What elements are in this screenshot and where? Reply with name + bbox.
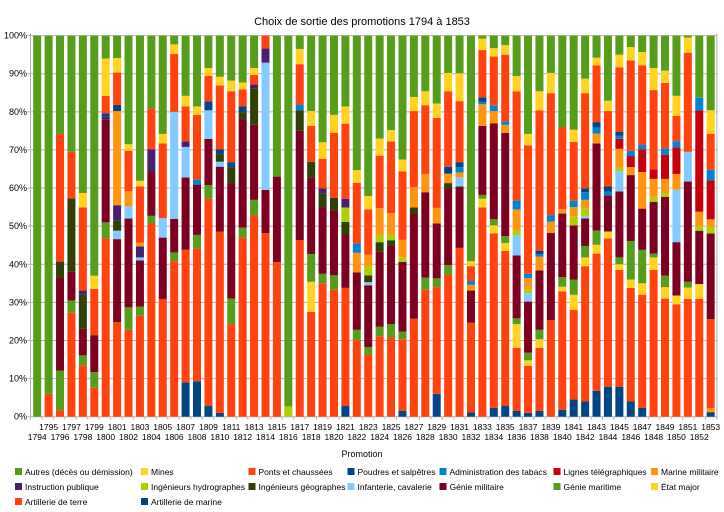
svg-text:1818: 1818 (302, 432, 321, 442)
svg-text:10%: 10% (9, 374, 27, 384)
svg-text:1803: 1803 (130, 422, 149, 432)
svg-text:1836: 1836 (507, 432, 526, 442)
svg-text:50%: 50% (9, 221, 27, 231)
svg-text:Artillerie de marine: Artillerie de marine (151, 497, 222, 507)
svg-text:Lignes télégraphiques: Lignes télégraphiques (564, 467, 647, 477)
svg-text:1849: 1849 (656, 422, 675, 432)
svg-text:1804: 1804 (142, 432, 161, 442)
svg-text:Marine militaire: Marine militaire (661, 467, 719, 477)
svg-text:1851: 1851 (678, 422, 697, 432)
svg-text:Poudres et salpêtres: Poudres et salpêtres (358, 467, 436, 477)
svg-text:1845: 1845 (610, 422, 629, 432)
svg-text:1850: 1850 (667, 432, 686, 442)
svg-text:1827: 1827 (404, 422, 423, 432)
svg-text:1806: 1806 (165, 432, 184, 442)
svg-text:1834: 1834 (484, 432, 503, 442)
svg-text:1809: 1809 (199, 422, 218, 432)
svg-text:1795: 1795 (39, 422, 58, 432)
svg-text:0%: 0% (14, 412, 27, 422)
svg-text:1831: 1831 (450, 422, 469, 432)
svg-text:Ponts et chaussées: Ponts et chaussées (259, 467, 333, 477)
svg-text:1797: 1797 (62, 422, 81, 432)
svg-text:1814: 1814 (256, 432, 275, 442)
svg-text:Mines: Mines (151, 467, 174, 477)
svg-text:70%: 70% (9, 145, 27, 155)
svg-text:1800: 1800 (96, 432, 115, 442)
svg-text:1828: 1828 (416, 432, 435, 442)
svg-text:Génie militaire: Génie militaire (450, 482, 505, 492)
svg-text:1829: 1829 (427, 422, 446, 432)
svg-text:1853: 1853 (701, 422, 720, 432)
svg-text:État major: État major (661, 482, 700, 492)
svg-text:Promotion: Promotion (341, 449, 382, 459)
svg-text:Infanterie, cavalerie: Infanterie, cavalerie (358, 482, 432, 492)
svg-text:1848: 1848 (644, 432, 663, 442)
svg-text:1852: 1852 (690, 432, 709, 442)
svg-text:Autres (décès ou démission): Autres (décès ou démission) (25, 467, 133, 477)
svg-text:1832: 1832 (462, 432, 481, 442)
svg-text:1823: 1823 (359, 422, 378, 432)
svg-text:1819: 1819 (313, 422, 332, 432)
svg-text:1822: 1822 (347, 432, 366, 442)
svg-text:Ingénieurs géographes: Ingénieurs géographes (259, 482, 346, 492)
svg-text:1816: 1816 (279, 432, 298, 442)
svg-text:1839: 1839 (541, 422, 560, 432)
svg-text:1835: 1835 (496, 422, 515, 432)
svg-text:1847: 1847 (633, 422, 652, 432)
svg-text:1811: 1811 (222, 422, 241, 432)
svg-text:1842: 1842 (576, 432, 595, 442)
svg-text:1807: 1807 (176, 422, 195, 432)
svg-text:1821: 1821 (336, 422, 355, 432)
svg-text:Artillerie de terre: Artillerie de terre (25, 497, 88, 507)
svg-text:1843: 1843 (587, 422, 606, 432)
svg-text:100%: 100% (4, 31, 27, 41)
svg-text:20%: 20% (9, 335, 27, 345)
svg-text:Génie maritime: Génie maritime (564, 482, 622, 492)
svg-text:40%: 40% (9, 259, 27, 269)
svg-text:30%: 30% (9, 297, 27, 307)
svg-text:Ingénieurs hydrographes: Ingénieurs hydrographes (151, 482, 245, 492)
svg-text:1805: 1805 (153, 422, 172, 432)
svg-text:1799: 1799 (85, 422, 104, 432)
svg-text:Choix de sortie des promotions: Choix de sortie des promotions 1794 à 18… (254, 16, 470, 28)
svg-text:1801: 1801 (108, 422, 127, 432)
svg-text:Instruction publique: Instruction publique (25, 482, 99, 492)
svg-text:1810: 1810 (210, 432, 229, 442)
svg-text:1837: 1837 (519, 422, 538, 432)
svg-text:1815: 1815 (267, 422, 286, 432)
svg-text:1817: 1817 (290, 422, 309, 432)
svg-text:1812: 1812 (233, 432, 252, 442)
svg-text:1796: 1796 (51, 432, 70, 442)
svg-text:Administration des tabacs: Administration des tabacs (450, 467, 547, 477)
svg-text:1844: 1844 (598, 432, 617, 442)
svg-text:1802: 1802 (119, 432, 138, 442)
svg-text:60%: 60% (9, 183, 27, 193)
svg-text:1826: 1826 (393, 432, 412, 442)
svg-text:1824: 1824 (370, 432, 389, 442)
svg-text:1833: 1833 (473, 422, 492, 432)
svg-text:1820: 1820 (325, 432, 344, 442)
svg-text:1838: 1838 (530, 432, 549, 442)
svg-text:1813: 1813 (245, 422, 264, 432)
svg-text:1808: 1808 (188, 432, 207, 442)
svg-text:1840: 1840 (553, 432, 572, 442)
svg-text:1846: 1846 (621, 432, 640, 442)
svg-text:80%: 80% (9, 107, 27, 117)
svg-text:1794: 1794 (28, 432, 47, 442)
svg-text:90%: 90% (9, 69, 27, 79)
svg-text:1841: 1841 (564, 422, 583, 432)
svg-text:1798: 1798 (73, 432, 92, 442)
svg-text:1825: 1825 (382, 422, 401, 432)
svg-text:1830: 1830 (439, 432, 458, 442)
